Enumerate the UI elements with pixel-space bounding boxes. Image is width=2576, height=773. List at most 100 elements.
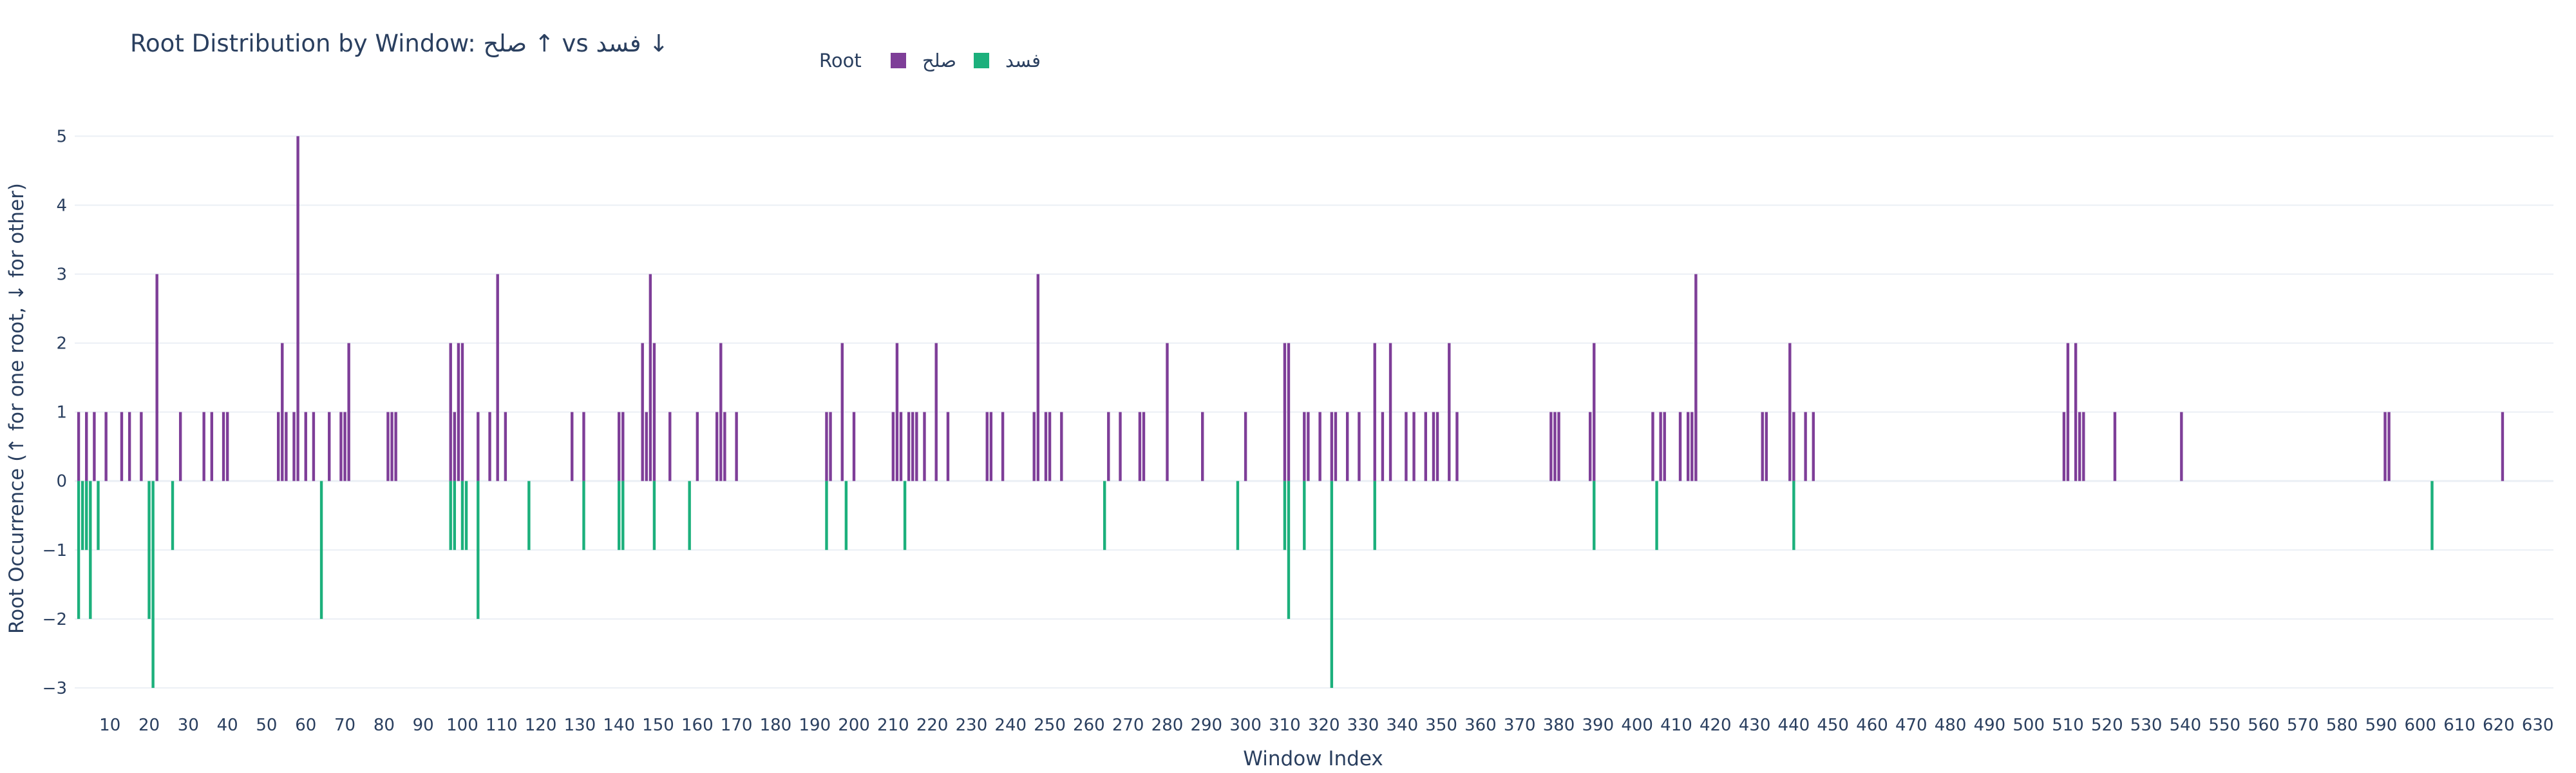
bar-salah[interactable]	[571, 412, 574, 481]
bar-salah[interactable]	[1142, 412, 1146, 481]
bar-fasad[interactable]	[151, 481, 155, 688]
bar-fasad[interactable]	[85, 481, 88, 550]
bar-fasad[interactable]	[1373, 481, 1376, 550]
bar-salah[interactable]	[1588, 412, 1592, 481]
bar-salah[interactable]	[1788, 343, 1792, 481]
bar-salah[interactable]	[2383, 412, 2387, 481]
bar-salah[interactable]	[985, 412, 989, 481]
bar-fasad[interactable]	[477, 481, 480, 619]
bar-salah[interactable]	[895, 343, 899, 481]
bar-salah[interactable]	[1032, 412, 1036, 481]
bar-salah[interactable]	[915, 412, 918, 481]
bar-salah[interactable]	[460, 343, 464, 481]
bar-salah[interactable]	[1381, 412, 1385, 481]
bar-salah[interactable]	[825, 412, 828, 481]
bar-salah[interactable]	[343, 412, 346, 481]
bar-fasad[interactable]	[1330, 481, 1334, 688]
bar-salah[interactable]	[1318, 412, 1321, 481]
bar-salah[interactable]	[312, 412, 316, 481]
bar-salah[interactable]	[339, 412, 343, 481]
bar-fasad[interactable]	[688, 481, 691, 550]
legend-item-fasad[interactable]: فسد	[974, 50, 1041, 72]
bar-fasad[interactable]	[1593, 481, 1596, 550]
bar-salah[interactable]	[2082, 412, 2085, 481]
bar-salah[interactable]	[899, 412, 903, 481]
bar-fasad[interactable]	[453, 481, 457, 550]
bar-salah[interactable]	[617, 412, 621, 481]
bar-fasad[interactable]	[89, 481, 92, 619]
bar-salah[interactable]	[453, 412, 457, 481]
bar-salah[interactable]	[1287, 343, 1291, 481]
bar-salah[interactable]	[1334, 412, 1338, 481]
bar-salah[interactable]	[394, 412, 397, 481]
bar-fasad[interactable]	[464, 481, 468, 550]
bar-fasad[interactable]	[147, 481, 151, 619]
bar-fasad[interactable]	[1287, 481, 1291, 619]
bar-salah[interactable]	[390, 412, 393, 481]
bar-salah[interactable]	[1412, 412, 1416, 481]
bar-salah[interactable]	[989, 412, 993, 481]
bar-fasad[interactable]	[97, 481, 100, 550]
bar-salah[interactable]	[840, 343, 844, 481]
bar-fasad[interactable]	[460, 481, 464, 550]
bar-salah[interactable]	[911, 412, 914, 481]
bar-fasad[interactable]	[617, 481, 621, 550]
bar-salah[interactable]	[1201, 412, 1204, 481]
bar-salah[interactable]	[645, 412, 648, 481]
bar-salah[interactable]	[582, 412, 585, 481]
bar-salah[interactable]	[1549, 412, 1553, 481]
bar-fasad[interactable]	[825, 481, 828, 550]
bar-fasad[interactable]	[171, 481, 175, 550]
bar-salah[interactable]	[641, 343, 644, 481]
bar-salah[interactable]	[1812, 412, 1815, 481]
bar-salah[interactable]	[328, 412, 331, 481]
bar-salah[interactable]	[155, 274, 158, 481]
bar-salah[interactable]	[276, 412, 280, 481]
bar-salah[interactable]	[1686, 412, 1690, 481]
bar-salah[interactable]	[1424, 412, 1427, 481]
bar-salah[interactable]	[2062, 412, 2066, 481]
bar-salah[interactable]	[1107, 412, 1110, 481]
bar-fasad[interactable]	[1236, 481, 1240, 550]
bar-salah[interactable]	[829, 412, 832, 481]
bar-salah[interactable]	[934, 343, 938, 481]
bar-salah[interactable]	[1345, 412, 1349, 481]
bar-salah[interactable]	[668, 412, 672, 481]
bar-fasad[interactable]	[621, 481, 625, 550]
bar-salah[interactable]	[304, 412, 307, 481]
bar-salah[interactable]	[1804, 412, 1807, 481]
bar-salah[interactable]	[296, 136, 299, 481]
bar-salah[interactable]	[715, 412, 719, 481]
bar-salah[interactable]	[891, 412, 895, 481]
bar-salah[interactable]	[1048, 412, 1052, 481]
bar-salah[interactable]	[386, 412, 390, 481]
bar-salah[interactable]	[93, 412, 96, 481]
bar-salah[interactable]	[178, 412, 182, 481]
bar-salah[interactable]	[1060, 412, 1063, 481]
bar-salah[interactable]	[1553, 412, 1557, 481]
bar-salah[interactable]	[1435, 412, 1439, 481]
bar-salah[interactable]	[652, 343, 656, 481]
bar-salah[interactable]	[1244, 412, 1247, 481]
bar-salah[interactable]	[496, 274, 499, 481]
bar-salah[interactable]	[696, 412, 699, 481]
bar-salah[interactable]	[1659, 412, 1662, 481]
bar-salah[interactable]	[281, 343, 284, 481]
bar-salah[interactable]	[1283, 343, 1287, 481]
bar-salah[interactable]	[1432, 412, 1435, 481]
bar-salah[interactable]	[1557, 412, 1560, 481]
bar-fasad[interactable]	[449, 481, 452, 550]
bar-fasad[interactable]	[1283, 481, 1287, 550]
bar-salah[interactable]	[1166, 343, 1169, 481]
bar-salah[interactable]	[1651, 412, 1654, 481]
bar-fasad[interactable]	[527, 481, 531, 550]
bar-salah[interactable]	[477, 412, 480, 481]
bar-fasad[interactable]	[1303, 481, 1306, 550]
bar-salah[interactable]	[1358, 412, 1361, 481]
bar-salah[interactable]	[1765, 412, 1768, 481]
bar-salah[interactable]	[1761, 412, 1764, 481]
bar-salah[interactable]	[285, 412, 288, 481]
bar-salah[interactable]	[1593, 343, 1596, 481]
bar-fasad[interactable]	[582, 481, 585, 550]
bar-salah[interactable]	[1405, 412, 1408, 481]
